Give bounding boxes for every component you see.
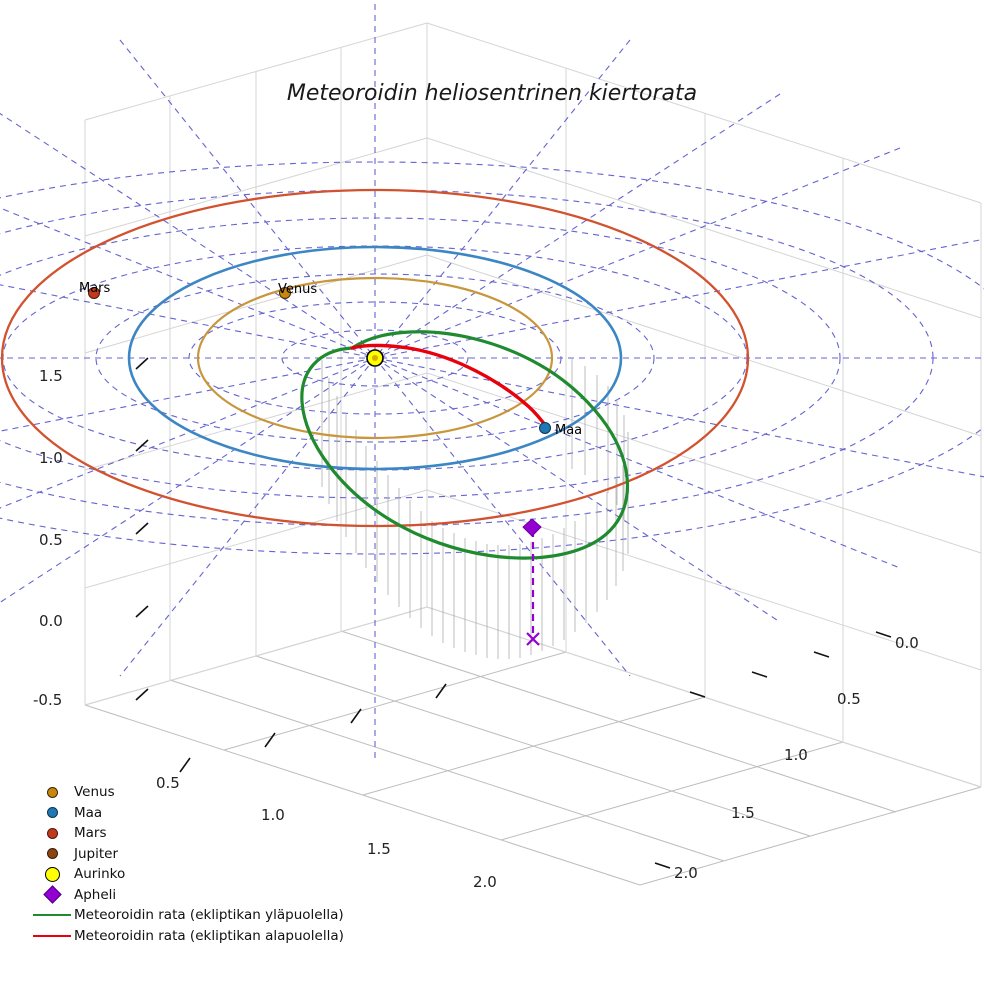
sun-dot-icon	[30, 866, 74, 882]
meteoroid-orbit-above-ecliptic	[300, 330, 630, 560]
legend-item-venus[interactable]: Venus	[30, 782, 360, 803]
aphelion-marker	[522, 518, 542, 537]
venus-marker	[279, 287, 291, 299]
orbit-projection-stems	[321, 359, 629, 659]
meteoroid-orbit-below-ecliptic	[350, 343, 550, 431]
body-labels: Mars Venus Maa	[79, 281, 582, 438]
legend-item-mars[interactable]: Mars	[30, 823, 360, 844]
legend-label-maa: Maa	[74, 804, 103, 821]
x-tick-3: 2.0	[473, 873, 497, 891]
z-tick-3: 0.0	[39, 612, 63, 630]
mars-dot-icon	[30, 827, 74, 839]
legend-item-orbit-above[interactable]: Meteoroidin rata (ekliptikan yläpuolella…	[30, 905, 360, 926]
legend-item-orbit-below[interactable]: Meteoroidin rata (ekliptikan alapuolella…	[30, 926, 360, 947]
legend-label-apheli: Apheli	[74, 886, 117, 903]
x-axis-tick-labels: 0.5 1.0 1.5 2.0	[156, 774, 497, 891]
x-tick-2: 1.5	[367, 840, 391, 858]
legend-label-orbit-above: Meteoroidin rata (ekliptikan yläpuolella…	[74, 907, 344, 924]
page-title: Meteoroidin heliosentrinen kiertorata	[287, 81, 697, 106]
mars-orbit	[0, 188, 750, 528]
aphelion-dropline	[526, 530, 540, 646]
red-line-icon	[30, 934, 74, 937]
legend-item-jupiter[interactable]: Jupiter	[30, 844, 360, 865]
label-venus: Venus	[278, 282, 317, 297]
earth-marker	[539, 422, 551, 434]
y-axis-tick-labels: 0.0 0.5 1.0 1.5 2.0	[674, 634, 919, 882]
z-tick-1: 1.0	[39, 449, 63, 467]
z-tick-4: -0.5	[33, 691, 62, 709]
legend-item-maa[interactable]: Maa	[30, 803, 360, 824]
legend-label-venus: Venus	[74, 784, 115, 801]
green-line-icon	[30, 914, 74, 917]
aphelion-diamond-icon	[30, 885, 74, 904]
x-tick-1: 1.0	[261, 806, 285, 824]
axes-wall-left	[84, 22, 428, 706]
legend-item-aurinko[interactable]: Aurinko	[30, 864, 360, 885]
legend-label-mars: Mars	[74, 825, 107, 842]
legend-label-jupiter: Jupiter	[74, 845, 119, 862]
y-tick-3: 1.5	[731, 804, 755, 822]
y-tick-4: 2.0	[674, 864, 698, 882]
mars-marker	[88, 287, 100, 299]
jupiter-dot-icon	[30, 848, 74, 860]
earth-dot-icon	[30, 807, 74, 819]
z-axis-tick-labels: 1.5 1.0 0.5 0.0 -0.5	[33, 367, 63, 709]
y-tick-2: 1.0	[784, 746, 808, 764]
z-tick-2: 0.5	[39, 531, 63, 549]
legend: Venus Maa Mars Jupiter Aurinko Apheli	[30, 782, 360, 946]
z-tick-0: 1.5	[39, 367, 63, 385]
venus-dot-icon	[30, 786, 74, 798]
label-maa: Maa	[555, 423, 582, 438]
label-mars: Mars	[79, 281, 111, 296]
legend-item-apheli[interactable]: Apheli	[30, 885, 360, 906]
y-tick-0: 0.0	[895, 634, 919, 652]
x-tick-0: 0.5	[156, 774, 180, 792]
legend-label-orbit-below: Meteoroidin rata (ekliptikan alapuolella…	[74, 927, 344, 944]
legend-label-aurinko: Aurinko	[74, 866, 126, 883]
axis-ticks	[135, 357, 892, 869]
axes-wall-right	[426, 22, 982, 788]
y-tick-1: 0.5	[837, 690, 861, 708]
earth-orbit	[127, 245, 623, 471]
venus-orbit	[196, 276, 554, 440]
sun-marker	[366, 349, 384, 367]
